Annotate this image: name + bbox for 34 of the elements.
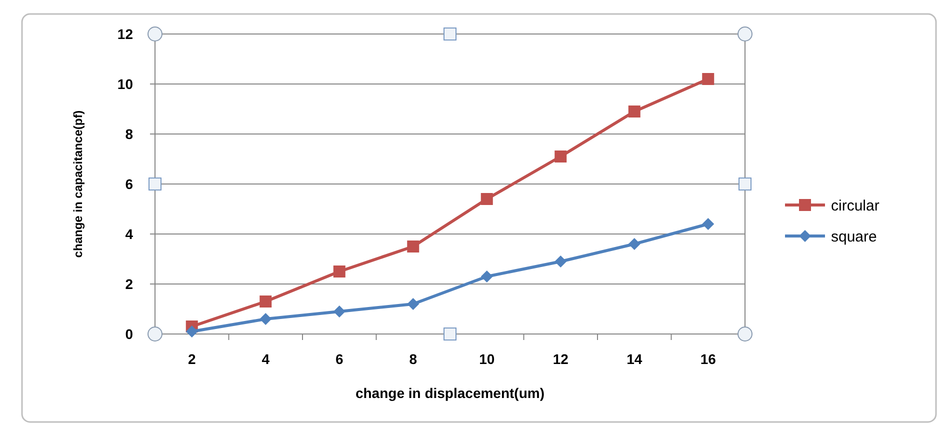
legend-label: circular [831,197,880,214]
point [260,296,272,308]
point [628,106,640,118]
y-tick-label: 4 [125,226,134,242]
x-axis-title: change in displacement(um) [355,385,545,401]
point [702,218,714,230]
x-tick-label: 14 [626,351,642,367]
x-tick-label: 2 [188,351,196,367]
point [407,298,420,310]
y-tick-label: 2 [125,276,134,292]
x-tick-label: 4 [262,351,270,367]
x-tick-label: 16 [700,351,716,367]
point [333,266,346,278]
point [260,313,272,325]
y-tick-label: 0 [125,326,134,342]
y-tick-label: 12 [117,26,134,42]
point [186,326,198,338]
legend-label: square [831,228,877,246]
point [480,193,493,205]
point [333,306,346,318]
x-tick-label: 12 [552,351,569,367]
point [554,150,567,162]
point [702,73,714,85]
point [480,270,493,282]
y-tick-label: 8 [125,126,134,142]
x-tick-label: 10 [479,351,495,367]
y-tick-label: 10 [117,76,134,92]
point [628,238,640,250]
x-tick-label: 8 [409,351,418,367]
y-axis-title: change in capacitance(pf) [71,110,85,258]
point [407,240,420,252]
x-tick-label: 6 [335,351,344,367]
point [554,256,567,268]
y-tick-label: 6 [125,176,134,192]
